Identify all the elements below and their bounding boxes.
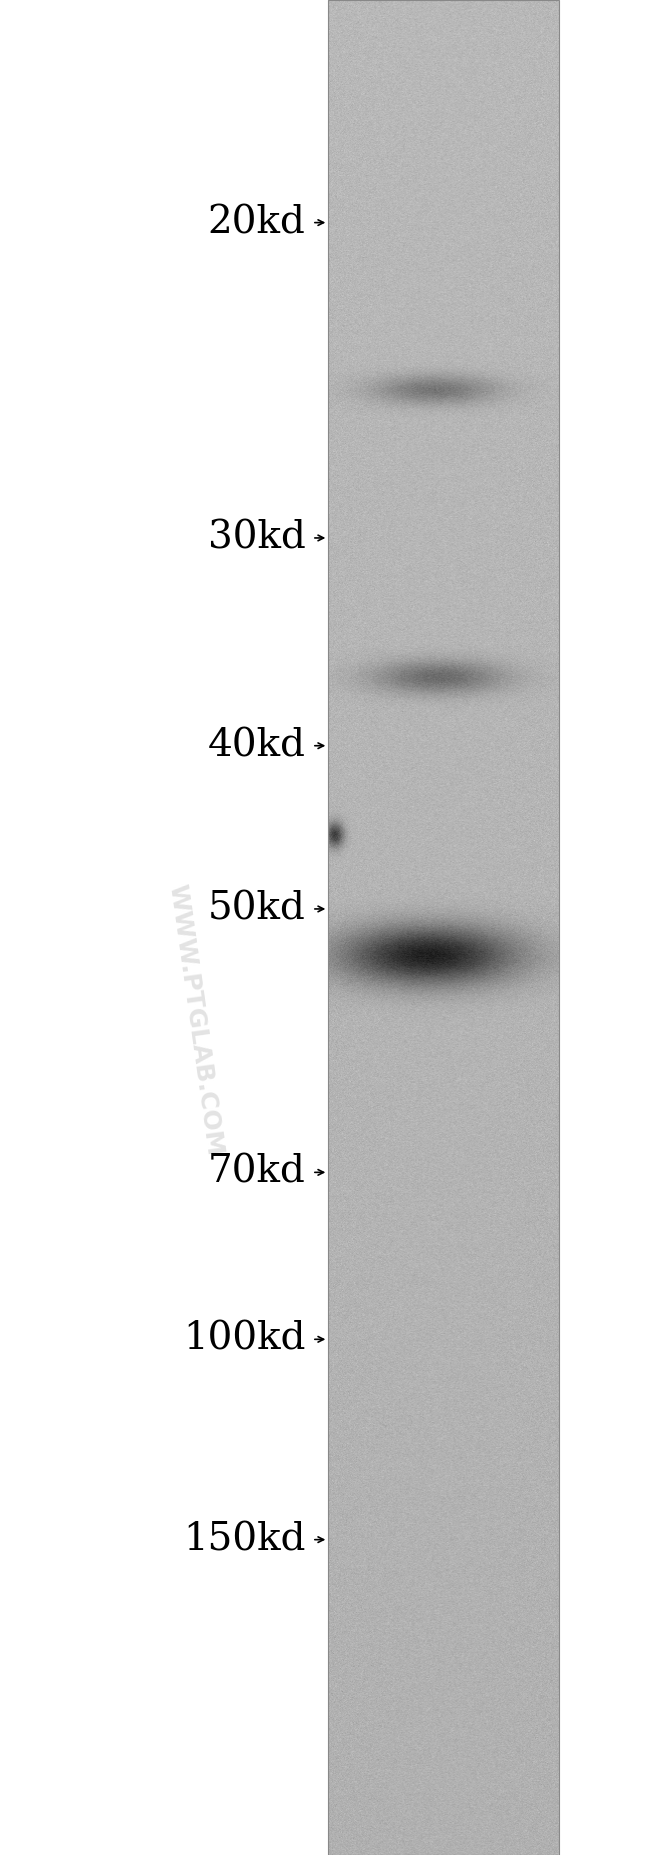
Text: 20kd: 20kd xyxy=(207,204,306,241)
Text: 30kd: 30kd xyxy=(207,519,306,556)
Text: 50kd: 50kd xyxy=(207,890,306,928)
Text: 70kd: 70kd xyxy=(207,1154,306,1191)
Text: 150kd: 150kd xyxy=(183,1521,306,1558)
Text: 100kd: 100kd xyxy=(183,1321,306,1358)
Text: WWW.PTGLAB.COM: WWW.PTGLAB.COM xyxy=(164,883,226,1158)
Bar xyxy=(328,0,559,1855)
Text: 40kd: 40kd xyxy=(207,727,306,764)
